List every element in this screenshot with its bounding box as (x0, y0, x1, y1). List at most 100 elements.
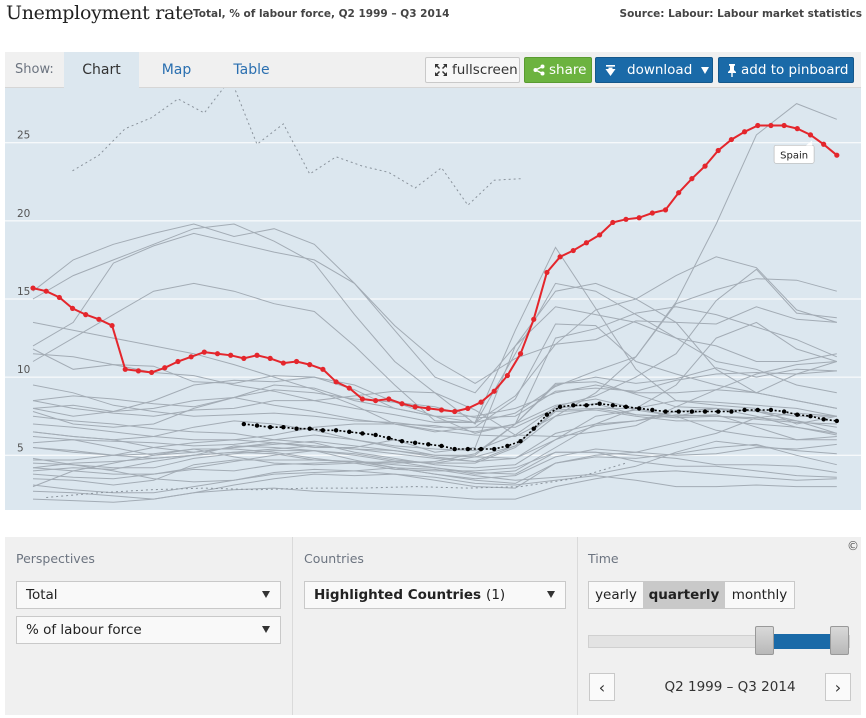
spain-point[interactable] (794, 126, 800, 132)
average-point[interactable] (584, 403, 589, 408)
average-point[interactable] (307, 426, 312, 431)
spain-point[interactable] (781, 122, 787, 129)
country-line[interactable] (32, 409, 837, 469)
spain-point[interactable] (821, 141, 827, 147)
country-line[interactable] (32, 473, 837, 500)
spain-point[interactable] (662, 207, 669, 213)
average-point[interactable] (610, 403, 616, 408)
spain-point[interactable] (175, 358, 181, 365)
average-point[interactable] (544, 412, 550, 417)
tab-table[interactable]: Table (233, 62, 270, 78)
tab-map[interactable]: Map (161, 62, 192, 78)
spain-point[interactable] (544, 269, 550, 276)
country-line[interactable] (32, 306, 837, 469)
spain-point[interactable] (425, 405, 431, 412)
average-point[interactable] (663, 409, 668, 414)
countries-select[interactable]: Highlighted Countries (1) (304, 581, 566, 609)
average-point[interactable] (333, 428, 339, 433)
spain-point[interactable] (531, 316, 537, 322)
spain-point[interactable] (83, 312, 89, 318)
average-point[interactable] (267, 424, 273, 430)
fullscreen-button[interactable]: fullscreen (425, 57, 520, 83)
average-point[interactable] (505, 443, 510, 449)
spain-point[interactable] (135, 368, 142, 374)
spain-point[interactable] (346, 385, 352, 391)
time-mode-yearly[interactable]: yearly (588, 581, 644, 609)
average-point[interactable] (808, 414, 813, 419)
chart-source[interactable]: Source: Labour: Labour market statistics (619, 8, 862, 20)
country-line[interactable] (32, 246, 837, 425)
country-line[interactable] (32, 256, 837, 423)
country-line[interactable] (32, 361, 837, 438)
spain-point[interactable] (728, 136, 735, 143)
spain-point[interactable] (214, 351, 221, 357)
spain-point[interactable] (162, 365, 168, 371)
spain-point[interactable] (636, 215, 642, 221)
average-point[interactable] (531, 426, 536, 431)
spain-point[interactable] (583, 240, 590, 246)
average-point[interactable] (386, 435, 391, 441)
country-line[interactable] (32, 321, 837, 433)
average-point[interactable] (360, 431, 365, 436)
country-line[interactable] (32, 370, 837, 419)
add-to-pinboard-button[interactable]: add to pinboard (718, 57, 854, 83)
country-line[interactable] (32, 414, 837, 459)
average-point[interactable] (623, 404, 629, 410)
spain-point[interactable] (491, 388, 497, 394)
country-line[interactable] (32, 407, 837, 463)
country-line[interactable] (32, 376, 837, 417)
average-point[interactable] (347, 429, 352, 435)
spain-point[interactable] (834, 152, 840, 158)
country-line[interactable] (32, 232, 837, 384)
average-point[interactable] (755, 407, 760, 413)
country-line[interactable] (32, 282, 837, 456)
spain-point[interactable] (69, 305, 76, 311)
spain-point[interactable] (320, 366, 326, 372)
spain-point[interactable] (96, 316, 102, 322)
spain-point[interactable] (307, 362, 313, 368)
spain-point[interactable] (56, 294, 62, 301)
average-point[interactable] (834, 418, 840, 424)
country-line-dotted[interactable] (46, 462, 627, 498)
spain-point[interactable] (267, 355, 273, 361)
country-line[interactable] (32, 443, 837, 480)
download-button[interactable]: download (595, 57, 713, 83)
average-point[interactable] (320, 428, 326, 433)
average-point[interactable] (742, 407, 747, 413)
spain-point[interactable] (30, 285, 36, 291)
time-mode-quarterly[interactable]: quarterly (644, 581, 724, 609)
country-line[interactable] (32, 384, 837, 428)
country-line[interactable] (32, 451, 837, 486)
spain-point[interactable] (715, 147, 721, 154)
average-point[interactable] (729, 409, 734, 414)
average-point[interactable] (716, 409, 721, 414)
spain-point[interactable] (676, 190, 682, 196)
spain-point[interactable] (43, 288, 49, 294)
spain-point[interactable] (201, 349, 207, 355)
spain-point[interactable] (373, 397, 379, 404)
average-point[interactable] (702, 409, 708, 414)
spain-point[interactable] (504, 372, 510, 379)
copyright-icon[interactable]: © (847, 539, 859, 553)
country-line[interactable] (32, 396, 837, 438)
average-point[interactable] (426, 442, 431, 447)
spain-point[interactable] (109, 322, 115, 329)
spain-point[interactable] (597, 232, 603, 238)
spain-point[interactable] (649, 210, 655, 216)
average-point[interactable] (795, 412, 800, 417)
average-point[interactable] (254, 423, 260, 428)
country-line-dotted[interactable] (72, 88, 521, 206)
average-point[interactable] (650, 407, 655, 413)
time-mode-monthly[interactable]: monthly (724, 581, 795, 609)
average-point[interactable] (768, 407, 774, 413)
country-line[interactable] (32, 268, 837, 452)
average-point[interactable] (478, 446, 484, 452)
spain-point[interactable] (570, 247, 576, 254)
spain-point[interactable] (807, 132, 814, 138)
average-point[interactable] (492, 446, 497, 452)
country-line[interactable] (32, 440, 837, 483)
average-point[interactable] (557, 404, 563, 410)
spain-point[interactable] (438, 407, 445, 413)
average-point[interactable] (294, 426, 299, 431)
